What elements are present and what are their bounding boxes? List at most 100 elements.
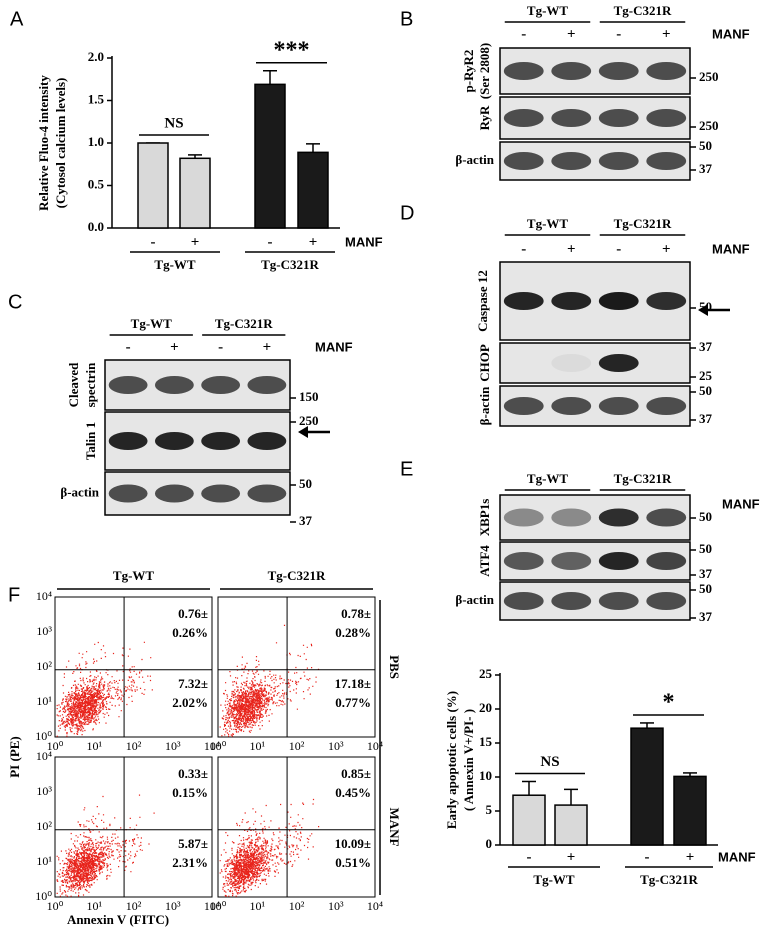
- row-label: Cleaved: [66, 362, 81, 408]
- blot-band: [646, 292, 687, 310]
- marker-label: 250: [299, 413, 319, 428]
- y-axis-label: (Cytosol calcium levels): [53, 78, 68, 209]
- blot-band: [551, 152, 592, 170]
- y-tick-label: 10¹: [36, 694, 52, 708]
- row-label: Talin 1: [83, 422, 98, 460]
- row-label: β-actin: [455, 592, 494, 607]
- x-tick-label: 10⁰: [47, 739, 64, 753]
- y-tick-label: 10⁴: [36, 589, 52, 603]
- group-label: Tg-WT: [527, 471, 569, 486]
- y-tick-label: 10³: [36, 624, 52, 638]
- blot-strip: [499, 342, 691, 384]
- plot-frame: [54, 596, 213, 738]
- quadrant-value: 10.09±: [335, 836, 371, 851]
- treatment-label: MANF: [712, 241, 750, 256]
- row-label: spectrin: [83, 362, 98, 408]
- group-label: Tg-C321R: [261, 257, 319, 272]
- blot-band: [503, 508, 544, 527]
- blot-band: [108, 432, 148, 450]
- group-label: Tg-C321R: [215, 316, 273, 331]
- x-tick-label: +: [191, 234, 200, 250]
- quadrant-value: 17.18±: [335, 676, 371, 691]
- x-tick-label: 10³: [328, 899, 344, 913]
- lane-sign: -: [616, 26, 621, 42]
- row-label: Caspase 12: [475, 270, 490, 332]
- blot-band: [646, 508, 687, 527]
- blot-band: [247, 376, 287, 394]
- row-label: XBP1s: [477, 499, 492, 537]
- x-tick-label: +: [567, 849, 576, 865]
- panel-letter: D: [400, 202, 414, 224]
- quadrant-value: 0.28%: [335, 625, 371, 640]
- lane-sign: -: [521, 241, 526, 257]
- row-label: β-actin: [477, 386, 492, 425]
- x-tick-label: 10⁴: [367, 739, 383, 753]
- panel-letter: F: [8, 584, 20, 606]
- blot-band: [646, 552, 687, 570]
- quadrant-value: 2.02%: [172, 695, 208, 710]
- significance-label: ***: [274, 37, 310, 63]
- treatment-label: MANF: [718, 849, 756, 864]
- blot-band: [154, 432, 194, 450]
- x-tick-label: 10¹: [86, 899, 102, 913]
- panel-letter: A: [10, 8, 24, 30]
- quadrant-value: 0.76±: [178, 606, 208, 621]
- blot-band: [598, 592, 639, 610]
- x-tick-label: +: [309, 234, 318, 250]
- plot-frame: [54, 756, 213, 898]
- lane-sign: +: [662, 241, 671, 257]
- y-tick-label: 1.5: [88, 91, 105, 106]
- panel-letter: E: [400, 458, 413, 480]
- x-tick-label: 10²: [289, 739, 305, 753]
- row-label: PBS: [387, 655, 402, 679]
- blot-band: [646, 109, 687, 127]
- y-tick-label: 2.0: [88, 49, 104, 64]
- x-tick-label: -: [527, 849, 532, 865]
- marker-label: 25: [699, 368, 713, 383]
- marker-label: 50: [699, 383, 712, 398]
- arrow-head: [298, 426, 308, 438]
- x-tick-label: 10³: [165, 739, 181, 753]
- x-axis-label: Annexin V (FITC): [67, 912, 169, 927]
- blot-band: [551, 592, 592, 610]
- group-label: Tg-WT: [154, 257, 196, 272]
- blot-band: [247, 432, 287, 450]
- x-tick-label: 10³: [165, 899, 181, 913]
- blot-band: [503, 292, 544, 310]
- y-tick-label: 15: [479, 734, 493, 749]
- blot-band: [503, 152, 544, 170]
- y-tick-label: 25: [479, 666, 493, 681]
- y-tick-label: 0: [486, 836, 493, 851]
- quadrant-value: 0.26%: [172, 625, 208, 640]
- bar: [554, 804, 588, 846]
- y-tick-label: 10²: [36, 819, 52, 833]
- blot-band: [551, 397, 592, 415]
- treatment-label: MANF: [345, 234, 383, 249]
- x-tick-label: 10¹: [249, 739, 265, 753]
- y-tick-label: 5: [486, 802, 493, 817]
- event-dots: [219, 798, 320, 897]
- blot-band: [598, 62, 639, 80]
- blot-band: [598, 508, 639, 527]
- marker-label: 37: [699, 609, 713, 624]
- marker-label: 250: [699, 118, 719, 133]
- y-tick-label: 1.0: [88, 134, 104, 149]
- row-label: ATF4: [477, 545, 492, 577]
- blot-band: [503, 109, 544, 127]
- blot-band: [108, 376, 148, 394]
- panel-letter: C: [8, 291, 22, 313]
- blot-band: [598, 397, 639, 415]
- x-tick-label: -: [645, 849, 650, 865]
- blot-band: [201, 432, 241, 450]
- lane-sign: +: [170, 339, 179, 355]
- blot-band: [598, 354, 639, 372]
- group-label: Tg-WT: [131, 316, 173, 331]
- x-tick-label: 10²: [126, 899, 142, 913]
- row-label: β-actin: [455, 152, 494, 167]
- group-label: Tg-C321R: [614, 216, 672, 231]
- marker-label: 50: [699, 581, 712, 596]
- treatment-label: MANF: [315, 339, 353, 354]
- quadrant-value: 0.85±: [341, 766, 371, 781]
- blot-band: [551, 508, 592, 527]
- x-tick-label: 10²: [289, 899, 305, 913]
